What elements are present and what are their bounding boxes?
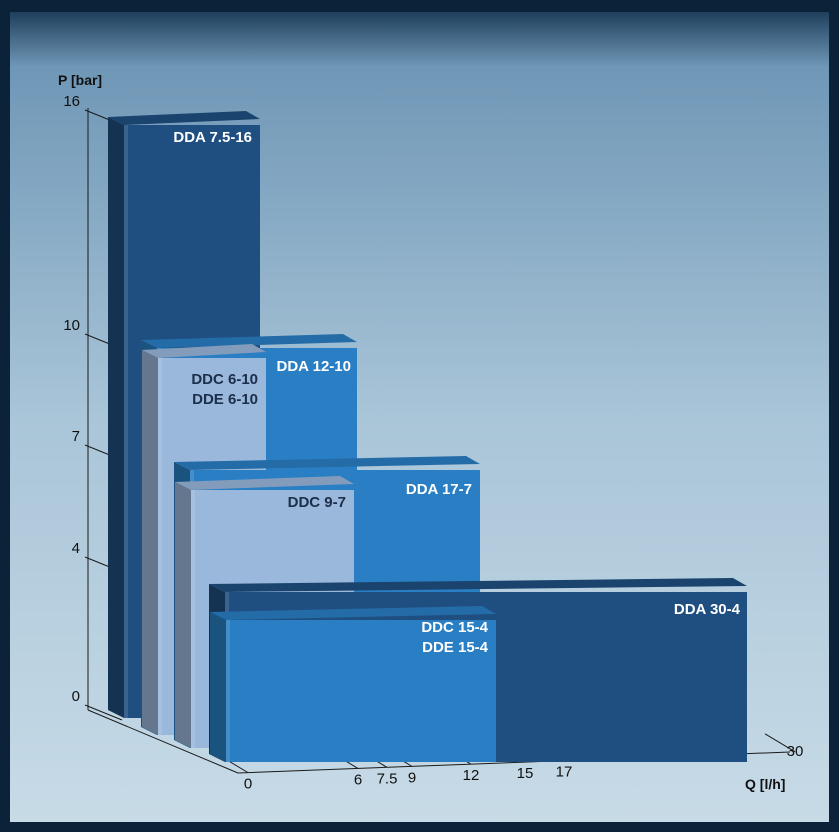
x-tick-label: 0: [244, 776, 252, 793]
bar-label: DDE 15-4: [422, 639, 489, 656]
x-tick-label: 15: [517, 765, 534, 782]
bar-edge: [158, 358, 162, 735]
x-tick-label: 7.5: [377, 770, 398, 787]
bar-label: DDA 17-7: [406, 481, 472, 498]
bar-edge: [124, 125, 128, 718]
y-tick-mark: [84, 704, 123, 721]
bar-label: DDC 15-4: [421, 619, 488, 636]
bars: [108, 111, 747, 762]
bar-label: DDE 6-10: [192, 391, 258, 408]
bar-side: [108, 117, 124, 718]
x-tick-mark: [764, 733, 796, 753]
x-tick-label: 9: [408, 769, 416, 786]
y-tick-label: 7: [72, 428, 80, 445]
bar-label: DDA 12-10: [277, 358, 351, 375]
y-tick-label: 0: [72, 688, 80, 705]
bar-top: [210, 606, 496, 620]
bar-top: [174, 456, 480, 470]
bar-side: [210, 612, 226, 762]
bar-side: [175, 482, 191, 748]
x-tick-label: 30: [787, 743, 804, 760]
x-axis-title: Q [l/h]: [745, 776, 785, 792]
frame-top: [0, 0, 839, 12]
bar-top: [108, 111, 260, 125]
bar-front: [226, 620, 496, 762]
bar-top: [209, 578, 747, 592]
floor-edge: [87, 709, 239, 774]
bar-edge: [226, 620, 230, 762]
bar-labels: DDA 7.5-16 DDA 12-10 DDC 6-10 DDE 6-10 DDA 1…: [173, 129, 740, 656]
bar-label: DDC 9-7: [288, 494, 346, 511]
x-tick-label: 6: [354, 771, 362, 788]
bar-side: [142, 350, 158, 735]
x-tick-label: 17: [556, 764, 573, 781]
frame-left: [0, 0, 10, 832]
y-tick-label: 4: [72, 540, 80, 557]
bar-ddc-15-4: [210, 606, 496, 762]
x-tick-label: 12: [463, 767, 480, 784]
bar-edge: [191, 490, 195, 748]
bar-label: DDA 7.5-16: [173, 129, 252, 146]
frame-bottom: [0, 822, 839, 832]
y-tick-label: 16: [63, 93, 80, 110]
bar-label: DDA 30-4: [674, 601, 741, 618]
bar-top: [142, 344, 266, 358]
y-axis-title: P [bar]: [58, 72, 102, 88]
bar-top: [141, 334, 357, 348]
y-tick-label: 10: [63, 317, 80, 334]
frame-right: [829, 0, 839, 832]
bar-top: [175, 476, 354, 490]
bar-label: DDC 6-10: [191, 371, 258, 388]
